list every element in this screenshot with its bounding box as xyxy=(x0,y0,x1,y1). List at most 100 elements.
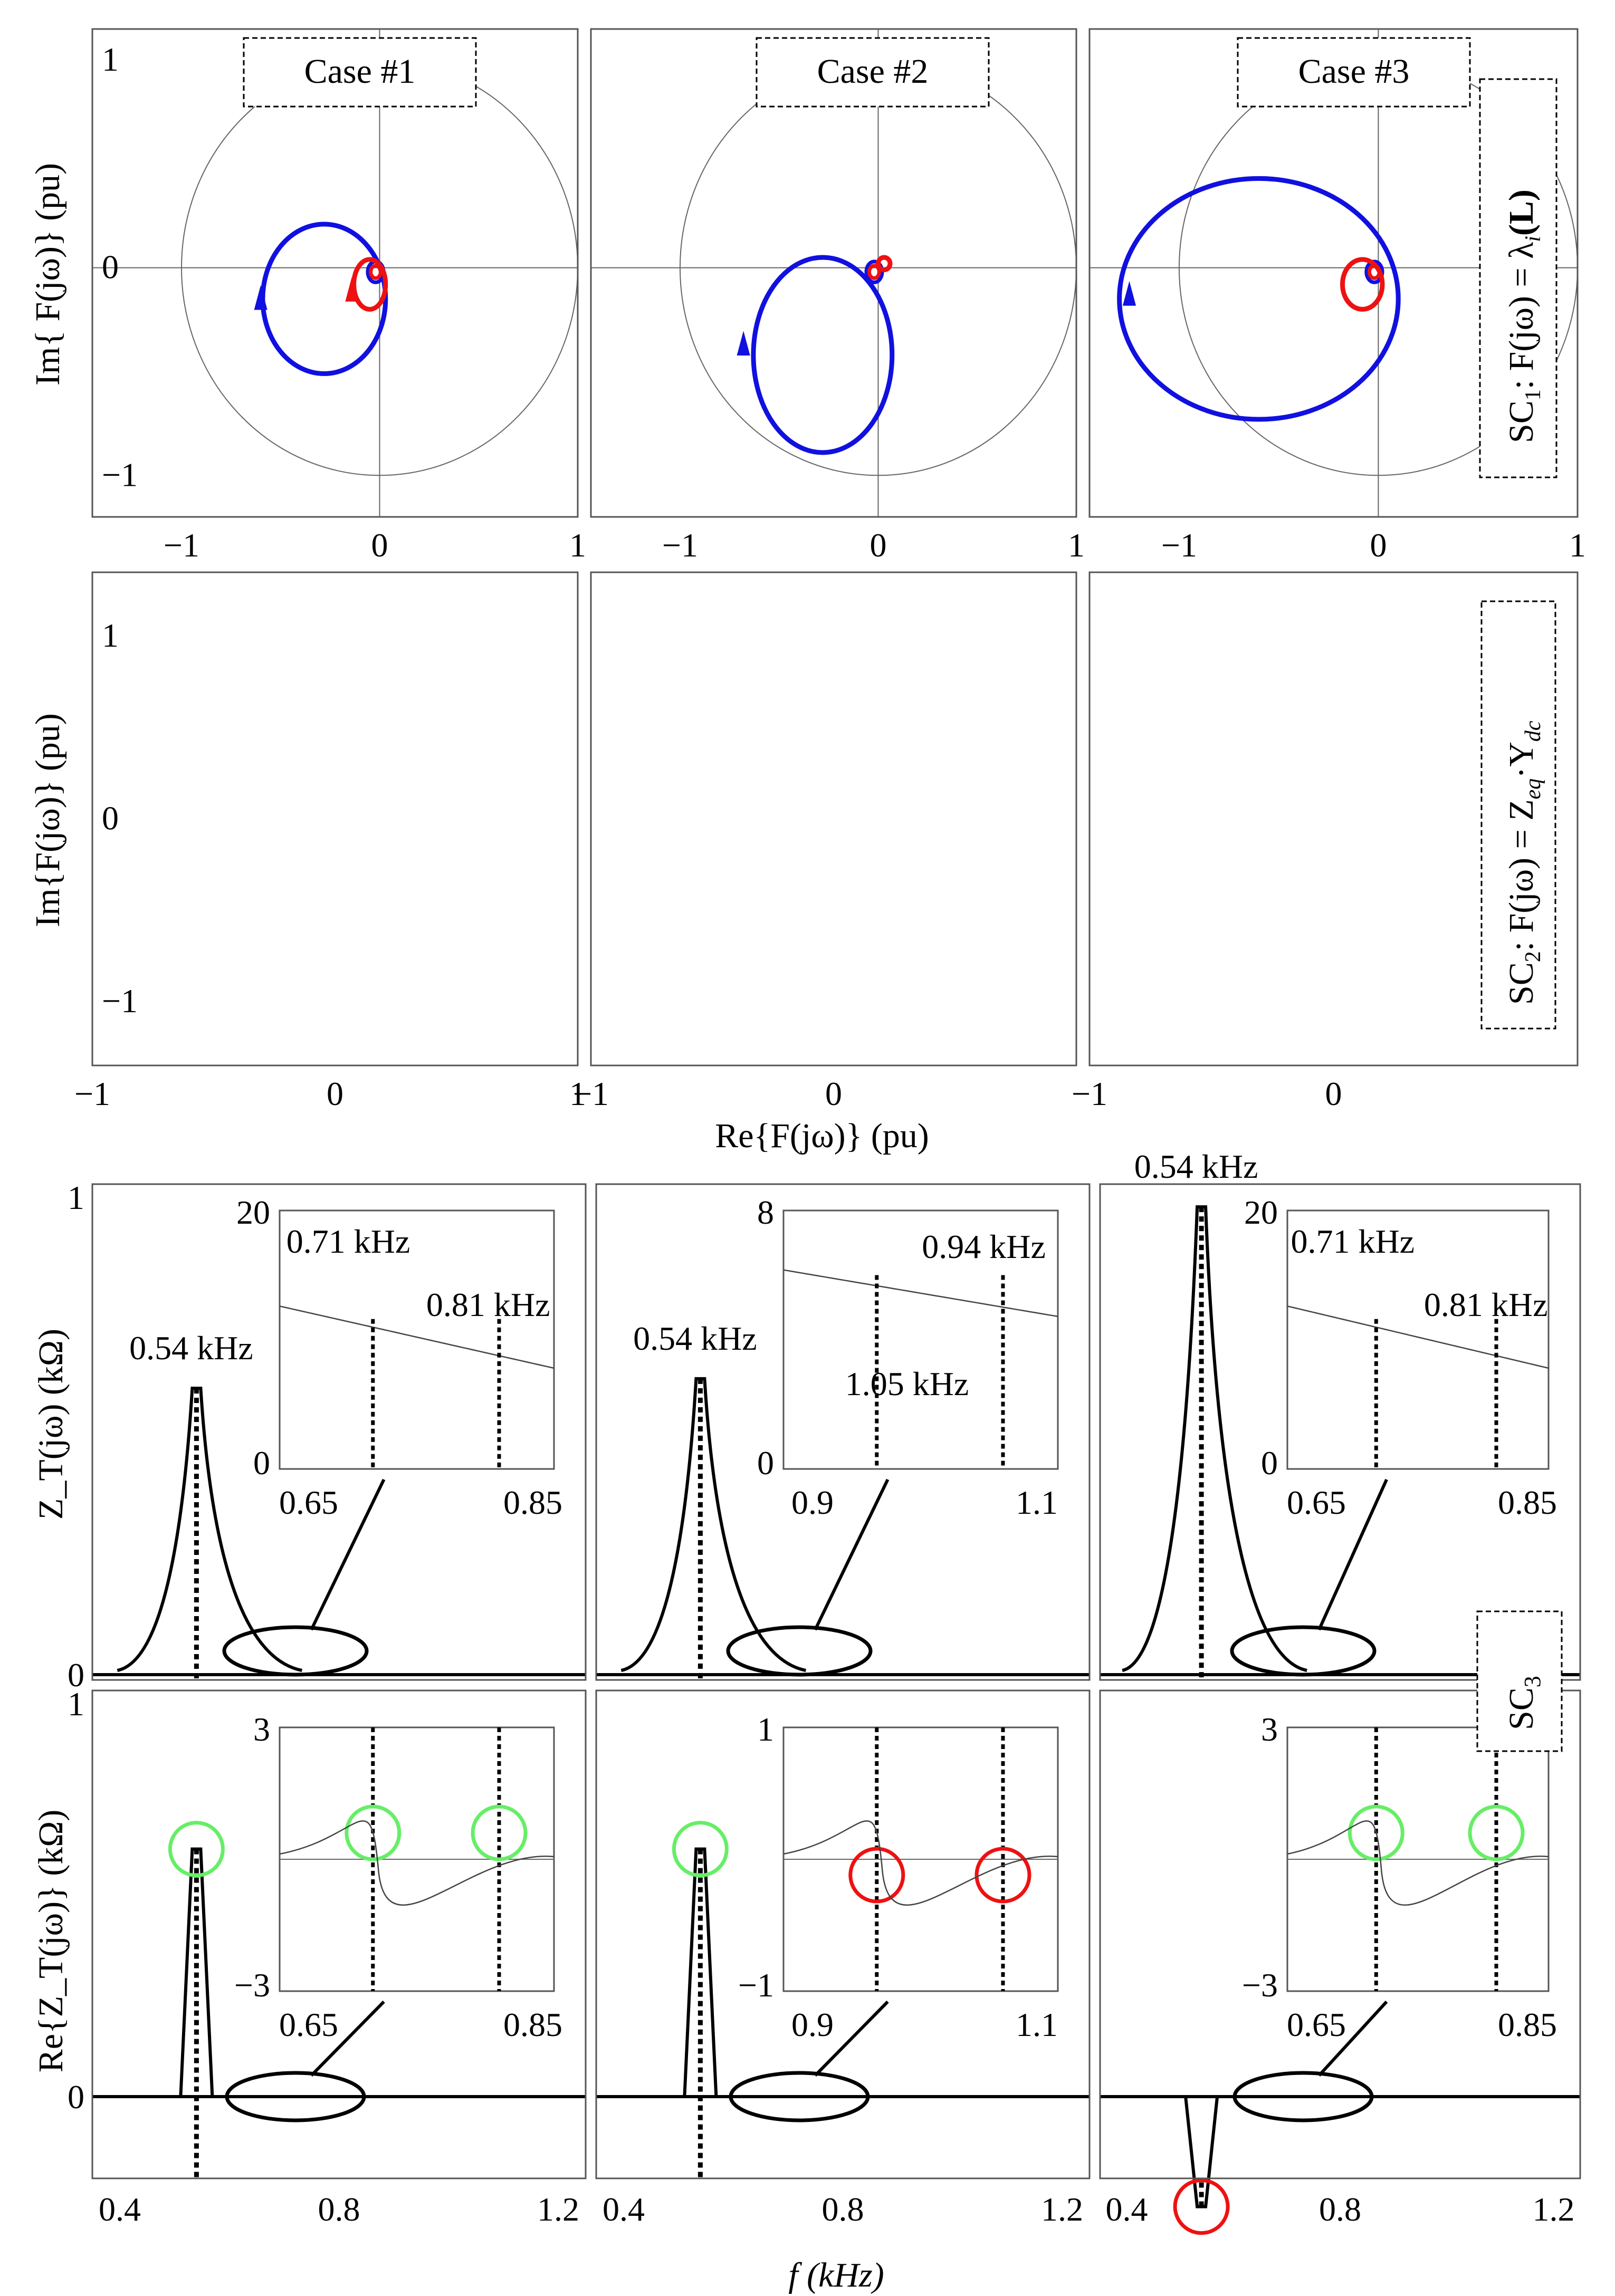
x-tick-label: 0 xyxy=(825,1075,842,1112)
direction-arrow-2 xyxy=(345,276,359,302)
x-tick-label: 1.2 xyxy=(1532,2191,1574,2228)
zoom-leader xyxy=(1317,2000,1388,2077)
plot-background xyxy=(92,572,578,1065)
zoom-oval xyxy=(1230,1625,1377,1677)
inset-x-tick-left: 0.65 xyxy=(1287,2006,1346,2043)
x-tick-label: 0.4 xyxy=(603,2191,645,2228)
x-tick-label: 0.8 xyxy=(318,2191,360,2228)
inset-trace xyxy=(783,1269,1058,1318)
inset-x-tick-right: 1.1 xyxy=(1016,2006,1058,2043)
peak-circle xyxy=(1173,2178,1230,2235)
x-tick-label: 0 xyxy=(1370,526,1387,564)
inset-trace xyxy=(1287,1305,1549,1369)
peak-circle xyxy=(672,1821,729,1878)
plot-frame xyxy=(590,28,1077,518)
peak-label: 0.54 kHz xyxy=(1134,1148,1258,1185)
inset-marker-circle xyxy=(974,1847,1031,1904)
x-tick-label: 1 xyxy=(569,1075,586,1112)
row3-ylabel: Z_T(jω) (kΩ) xyxy=(32,1329,70,1520)
inset-marker-label-1: 0.71 kHz xyxy=(1291,1223,1415,1260)
plot-frame xyxy=(595,1689,1091,2179)
inset-y-tick-bottom: 0 xyxy=(253,1444,270,1482)
nyquist-panel-r2-c1: −1 0 1 1 0 −1 xyxy=(74,571,586,1112)
inset-x-tick-left: 0.65 xyxy=(279,1484,338,1521)
inset-x-tick-right: 0.85 xyxy=(1498,1484,1557,1521)
x-tick-label: 0 xyxy=(371,526,388,564)
plot-frame xyxy=(91,571,579,1067)
x-tick-label: 0.4 xyxy=(99,2191,141,2228)
inset-y-tick-bottom: −3 xyxy=(234,1966,270,2004)
direction-arrow-1 xyxy=(737,331,750,356)
sc3-label: SC3 xyxy=(1476,1610,1563,1752)
x-tick-label: 0.8 xyxy=(822,2191,864,2228)
y-tick-label: 0 xyxy=(68,2078,84,2116)
y-tick-label: 1 xyxy=(102,41,119,78)
svg-text:SC3: SC3 xyxy=(1502,1676,1545,1730)
inset-frame xyxy=(279,1209,555,1470)
zoom-leader xyxy=(310,2000,385,2077)
inset-plot: 1 −1 0.9 1.1 xyxy=(738,1711,1059,2043)
plot-background xyxy=(591,572,1076,1065)
inset-y-tick-top: 3 xyxy=(253,1711,270,1748)
svg-text:Case #1: Case #1 xyxy=(304,52,416,91)
inset-y-tick-top: 3 xyxy=(1261,1711,1278,1748)
impedance-peak xyxy=(1122,1205,1307,1672)
nyquist-row-1: −1 0 1 1 0 −1 −1 0 1 −1 0 1 xyxy=(91,28,1586,564)
zoom-leader xyxy=(814,2000,889,2077)
x-tick-label: −1 xyxy=(1161,526,1197,564)
case-title-2: Case #2 xyxy=(756,37,990,108)
zoom-oval xyxy=(726,1625,873,1677)
inset-x-tick-left: 0.9 xyxy=(791,2006,834,2043)
inset-y-tick-top: 8 xyxy=(757,1194,774,1231)
zoom-oval xyxy=(225,2071,366,2122)
case-title-3: Case #3 xyxy=(1237,37,1471,108)
inset-x-tick-left: 0.9 xyxy=(791,1484,834,1521)
nyquist-panel-r1-c2: −1 0 1 xyxy=(590,28,1085,564)
plot-frame xyxy=(91,1689,587,2179)
plot-frame xyxy=(91,28,579,518)
svg-text:Case #3: Case #3 xyxy=(1298,52,1410,91)
inset-marker-label-2: 0.81 kHz xyxy=(1424,1286,1548,1323)
nyquist-inner-loop-2 xyxy=(1367,264,1381,280)
zoom-oval xyxy=(729,2071,870,2122)
nyquist-curve-1 xyxy=(1117,176,1401,422)
inset-y-tick-bottom: 0 xyxy=(757,1444,774,1482)
nyquist-curve-1 xyxy=(751,255,895,455)
x-tick-label: −1 xyxy=(74,1075,110,1112)
row4-ylabel: Re{Z_T(jω)} (kΩ) xyxy=(32,1810,70,2073)
impedance-peak xyxy=(117,1387,302,1672)
inset-marker-label-1: 0.71 kHz xyxy=(286,1223,410,1260)
sc1-label: SC1: F(jω) = λi(L) xyxy=(1479,78,1557,478)
inset-marker-circle xyxy=(1348,1804,1404,1861)
x-tick-label: 0.8 xyxy=(1319,2191,1361,2228)
inset-marker-label-2: 0.81 kHz xyxy=(426,1286,550,1323)
inset-trace xyxy=(279,1305,555,1369)
sc2-label: SC2: F(jω) = Zeq·Ydc xyxy=(1480,600,1556,1030)
row2-ylabel: Im{F(jω)} (pu) xyxy=(28,713,67,927)
inset-marker-circle xyxy=(471,1804,528,1861)
nyquist-xlabel: Re{F(jω)} (pu) xyxy=(715,1117,929,1155)
impedance-panel-r4-c2: 1 −1 0.9 1.1 0.4 0.8 1.2 xyxy=(595,1689,1091,2228)
y-tick-label: 0 xyxy=(68,1656,84,1694)
y-tick-label: 1 xyxy=(102,617,119,654)
svg-text:Case #2: Case #2 xyxy=(817,52,929,91)
svg-text:SC1: F(jω) = λi(L): SC1: F(jω) = λi(L) xyxy=(1502,189,1545,443)
inset-x-tick-right: 0.85 xyxy=(503,1484,562,1521)
plot-frame xyxy=(595,1183,1091,1681)
inset-plot: 3 −30.65 0.85 xyxy=(1242,1711,1557,2043)
inset-y-tick-top: 1 xyxy=(757,1711,774,1748)
x-tick-label: −1 xyxy=(662,526,698,564)
inset-marker-circle xyxy=(1468,1804,1525,1861)
plot-frame xyxy=(1099,1183,1581,1681)
x-tick-label: 1 xyxy=(1569,526,1586,564)
x-tick-label: −1 xyxy=(164,526,199,564)
peak-circle xyxy=(168,1821,225,1878)
y-tick-label: 1 xyxy=(68,1685,84,1723)
inset-trace xyxy=(783,1820,1058,1906)
plot-frame xyxy=(1099,1689,1581,2179)
